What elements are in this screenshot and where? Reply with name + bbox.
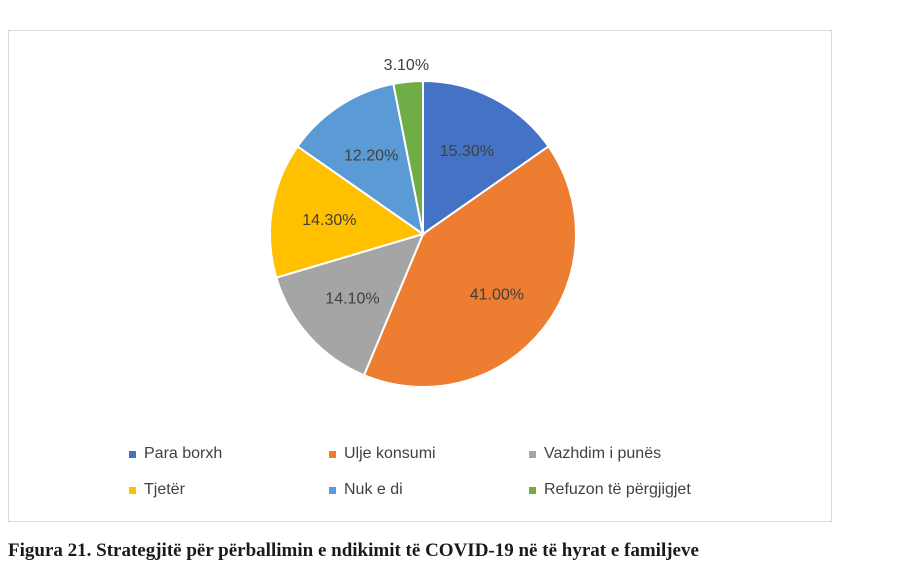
legend-item-tjeter: Tjetër [129, 481, 329, 499]
chart-area: 15.30% 41.00% 14.10% 14.30% 12.20% 3.10% Para… [8, 30, 832, 522]
legend-label-nuk-e-di: Nuk e di [344, 481, 403, 498]
data-label-3: 14.30% [302, 212, 356, 229]
pie-slice-2 [275, 232, 425, 377]
pie-slice-3 [269, 145, 426, 279]
legend-label-tjeter: Tjetër [144, 481, 185, 498]
pie-slice-0 [422, 79, 550, 236]
pie-slice-5 [392, 79, 424, 235]
data-label-4: 12.20% [344, 148, 398, 165]
legend-label-para-borxh: Para borxh [144, 445, 223, 462]
legend-item-vazhdim-i-punes: Vazhdim i punës [529, 445, 729, 463]
legend-swatch-nuk-e-di [329, 486, 336, 494]
legend: Para borxh Ulje konsumi Vazhdim i punës … [129, 445, 749, 499]
legend-item-para-borxh: Para borxh [129, 445, 329, 463]
data-label-1: 41.00% [470, 287, 524, 304]
legend-swatch-ulje-konsumi [329, 450, 336, 458]
legend-swatch-refuzon [529, 486, 536, 494]
data-label-5: 3.10% [384, 57, 429, 74]
pie-chart: 15.30% 41.00% 14.10% 14.30% 12.20% 3.10% [269, 57, 577, 388]
legend-swatch-tjeter [129, 486, 136, 494]
legend-swatch-para-borxh [129, 450, 136, 458]
legend-item-ulje-konsumi: Ulje konsumi [329, 445, 529, 463]
data-label-0: 15.30% [440, 143, 494, 160]
legend-label-refuzon: Refuzon të përgjigjet [544, 481, 691, 498]
figure-caption: Figura 21. Strategjitë për përballimin e… [8, 540, 699, 561]
legend-item-nuk-e-di: Nuk e di [329, 481, 529, 499]
legend-swatch-vazhdim-i-punes [529, 450, 536, 458]
legend-label-vazhdim-i-punes: Vazhdim i punës [544, 445, 662, 462]
legend-item-refuzon: Refuzon të përgjigjet [529, 481, 729, 499]
data-label-2: 14.10% [325, 290, 379, 307]
legend-label-ulje-konsumi: Ulje konsumi [344, 445, 436, 462]
pie-slice-1 [362, 145, 577, 388]
pie-slice-4 [296, 82, 425, 237]
